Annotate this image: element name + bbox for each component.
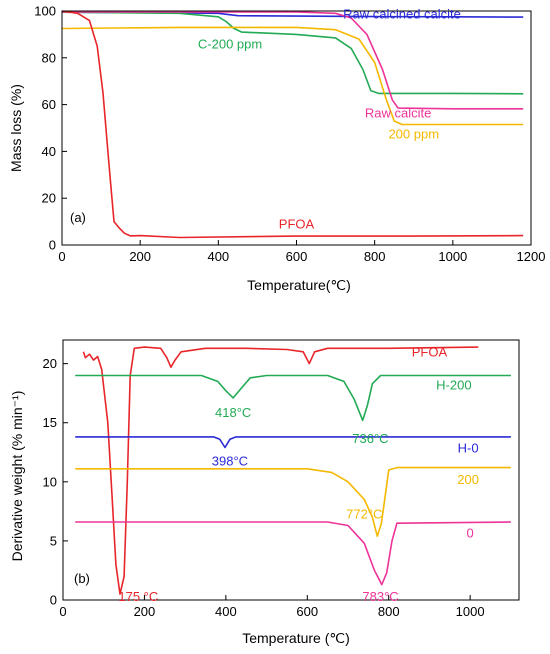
panel-a-ytick-label-1: 20 (42, 191, 56, 206)
panel-b-annotation-10: 783°C (362, 589, 398, 604)
panel-b-ytick-label-0: 0 (50, 593, 57, 608)
panel-a-tag: (a) (70, 210, 86, 225)
panel-b-series-line-4 (75, 521, 511, 586)
panel-b-annotation-5: H-0 (458, 440, 479, 455)
panel-b-ytick-label-2: 10 (43, 474, 57, 489)
panel-b-annotation-0: PFOA (412, 345, 448, 360)
panel-b-series-line-3 (75, 466, 511, 537)
panel-a-ytick-label-2: 40 (42, 144, 56, 159)
panel-b-annotation-6: 200 (457, 472, 479, 487)
panel-a-annotation-2: Raw calcite (365, 105, 431, 120)
panel-b-series-line-2 (75, 436, 511, 449)
panel-b-xtick-label-1: 200 (134, 604, 156, 619)
panel-b-annotation-2: 418°C (215, 405, 251, 420)
panel-a-series-line-1 (61, 11, 524, 95)
panel-a-xtick-label-2: 400 (207, 249, 229, 264)
panel-a-xtick-label-4: 800 (364, 249, 386, 264)
panel-a-xtick-label-3: 600 (286, 249, 308, 264)
panel-b-xtick-label-3: 600 (296, 604, 318, 619)
panel-a-mass-loss-chart: Mass loss (%) Temperature(℃) (a) 0 200 400… (8, 4, 545, 294)
panel-b-xtick-label-0: 0 (59, 604, 66, 619)
panel-a-xtick-label-0: 0 (58, 249, 65, 264)
panel-a-ylabel: Mass loss (%) (8, 84, 24, 172)
panel-a-annotation-3: 200 ppm (388, 127, 439, 142)
panel-a-annotation-0: Raw calcined calcite (343, 6, 461, 21)
panel-b-annotation-7: 772°C (346, 506, 382, 521)
panel-b-series-line-1 (75, 374, 511, 422)
panel-a-xtick-label-6: 1200 (517, 249, 546, 264)
panel-b-xtick-label-4: 800 (378, 604, 400, 619)
panel-a-series-line-3 (61, 26, 524, 126)
panel-b-series-line-0 (82, 346, 479, 595)
panel-b-ytick-label-3: 15 (43, 415, 57, 430)
panel-a-series-line-4 (61, 10, 524, 239)
panel-b-plot-frame (62, 339, 520, 601)
panel-a-plot-frame (61, 10, 532, 246)
panel-b-annotation-9: 175 °C (118, 589, 158, 604)
panel-a-xtick-label-1: 200 (129, 249, 151, 264)
panel-b-xlabel: Temperature (℃) (242, 630, 350, 646)
panel-b-derivative-chart: Derivative weight (% min⁻¹) Temperature … (9, 339, 520, 646)
panel-a-ytick-label-4: 80 (42, 50, 56, 65)
panel-a-annotation-1: C-200 ppm (198, 36, 262, 51)
panel-b-ytick-label-1: 5 (50, 533, 57, 548)
panel-b-ytick-label-4: 20 (43, 356, 57, 371)
panel-a-annotation-4: PFOA (279, 217, 315, 232)
panel-b-xtick-label-2: 400 (215, 604, 237, 619)
panel-a-series-line-2 (62, 11, 524, 110)
panel-a-xtick-label-5: 1000 (438, 249, 467, 264)
panel-b-annotation-8: 0 (467, 525, 474, 540)
panel-a-ytick-label-5: 100 (34, 4, 56, 19)
panel-a-ytick-label-0: 0 (49, 238, 56, 253)
panel-b-annotation-3: 736°C (352, 431, 388, 446)
panel-b-annotation-4: 398°C (212, 453, 248, 468)
panel-b-annotation-1: H-200 (436, 378, 471, 393)
panel-a-ytick-label-3: 60 (42, 97, 56, 112)
panel-b-tag: (b) (74, 571, 90, 586)
panel-a-xlabel: Temperature(℃) (247, 277, 351, 293)
panel-b-ylabel: Derivative weight (% min⁻¹) (9, 391, 25, 562)
panel-b-xtick-label-5: 1000 (456, 604, 485, 619)
